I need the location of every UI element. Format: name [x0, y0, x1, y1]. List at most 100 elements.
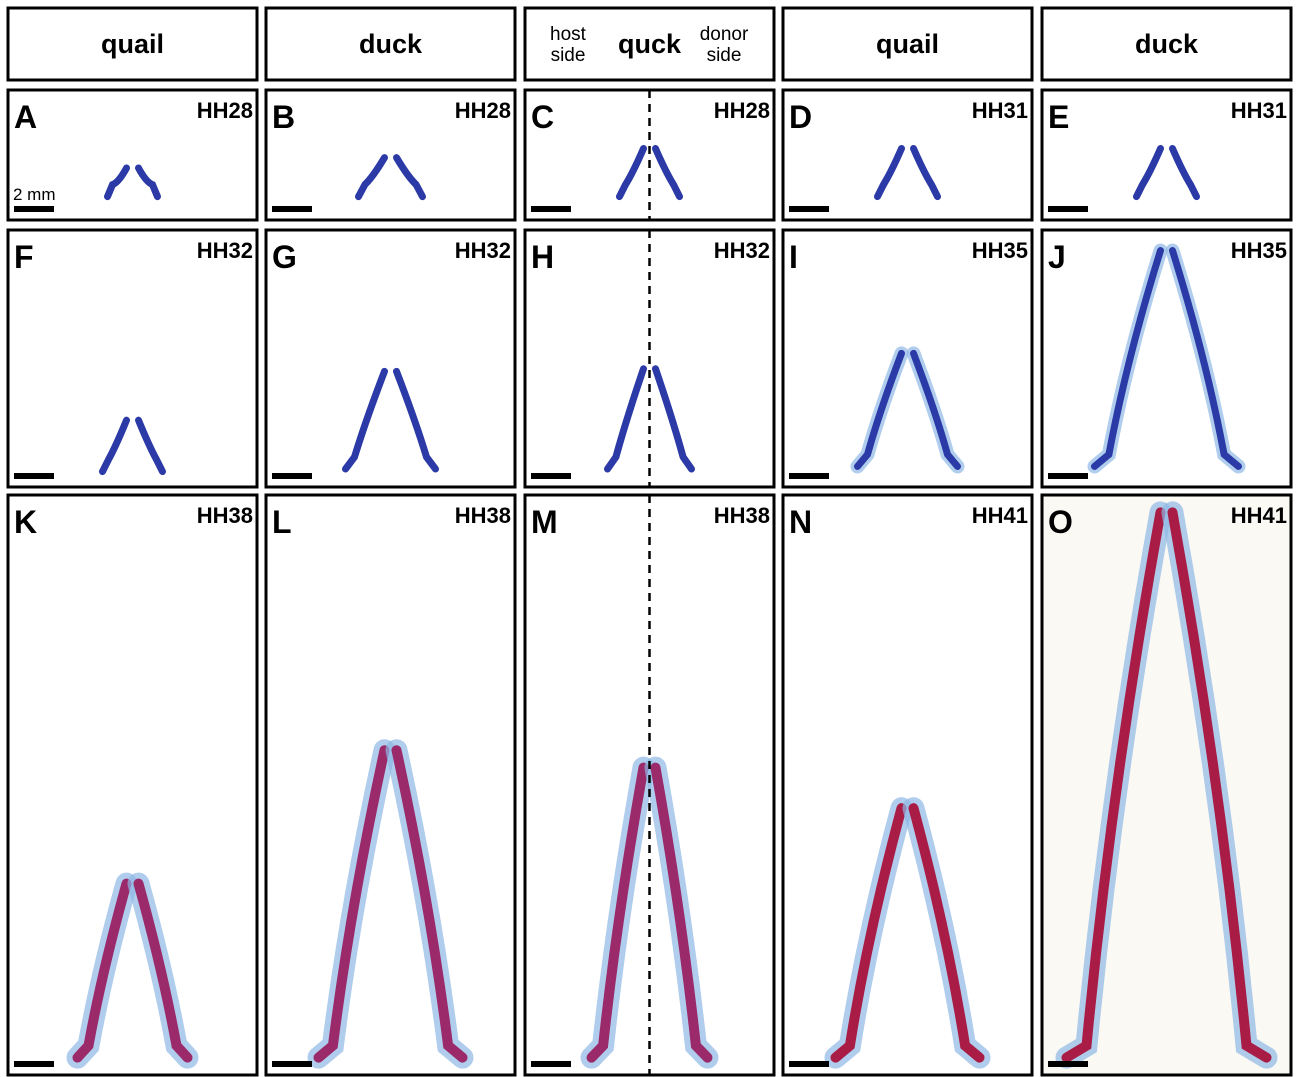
panel-stage: HH38 [197, 503, 253, 528]
panel-stage: HH32 [455, 238, 511, 263]
header-box [1040, 6, 1293, 82]
bone [135, 416, 166, 476]
header-label: quail [876, 29, 939, 59]
panel [6, 88, 259, 222]
panel [6, 493, 259, 1077]
bone [910, 145, 941, 201]
header-label: duck [1135, 29, 1199, 59]
bone [874, 145, 905, 201]
bone [650, 762, 713, 1063]
panel-stage: HH38 [455, 503, 511, 528]
header-side: host [550, 24, 587, 45]
panel-stage: HH32 [197, 238, 253, 263]
bone [854, 349, 905, 470]
bone [652, 365, 695, 473]
bone [908, 803, 985, 1063]
panel-stage: HH28 [455, 98, 511, 123]
bone [1167, 507, 1272, 1063]
header-box [264, 6, 517, 82]
bone [616, 145, 647, 201]
scale-bar [1048, 206, 1088, 212]
bone [604, 365, 647, 473]
bone [72, 878, 132, 1063]
bone [342, 367, 388, 473]
panel-letter: M [531, 504, 558, 540]
bone [830, 803, 907, 1063]
header-label: quck [618, 29, 682, 59]
panel [264, 493, 517, 1077]
bone [313, 745, 390, 1063]
panel [1040, 228, 1293, 489]
bone [1169, 145, 1200, 201]
header-side: donor [700, 24, 749, 45]
panel-letter: H [531, 239, 554, 275]
scale-bar [272, 473, 312, 479]
bone [1061, 507, 1166, 1063]
bone [1133, 145, 1164, 201]
panel-letter: F [14, 239, 34, 275]
panel-stage: HH28 [197, 98, 253, 123]
bone [135, 164, 161, 201]
header-label: quail [101, 29, 164, 59]
scale-label: 2 mm [13, 185, 56, 204]
panel [264, 88, 517, 222]
panel-stage: HH32 [714, 238, 770, 263]
scale-bar [531, 1061, 571, 1067]
bone [133, 878, 193, 1063]
panel-stage: HH38 [714, 503, 770, 528]
bone [393, 367, 439, 473]
scale-bar [14, 473, 54, 479]
scale-bar [789, 473, 829, 479]
panel-letter: K [14, 504, 37, 540]
bone [393, 154, 426, 201]
panel-letter: E [1048, 99, 1069, 135]
scale-bar [789, 206, 829, 212]
panel-letter: N [789, 504, 812, 540]
panel-letter: I [789, 239, 798, 275]
bone [586, 762, 649, 1063]
panel-stage: HH28 [714, 98, 770, 123]
scale-bar [272, 1061, 312, 1067]
panel-letter: J [1048, 239, 1066, 275]
scale-bar [1048, 1061, 1088, 1067]
header-box [781, 6, 1034, 82]
panel [1040, 493, 1293, 1077]
panel-letter: B [272, 99, 295, 135]
header-box [523, 6, 776, 82]
panel-stage: HH31 [972, 98, 1028, 123]
panel-letter: C [531, 99, 554, 135]
header-side: side [707, 45, 742, 66]
panel-stage: HH41 [972, 503, 1028, 528]
panel-stage: HH35 [1231, 238, 1287, 263]
panel-letter: O [1048, 504, 1073, 540]
bone [1169, 247, 1242, 470]
panel [264, 228, 517, 489]
bone [1091, 247, 1164, 470]
bone [910, 349, 961, 470]
bone [391, 745, 468, 1063]
scale-bar [14, 206, 54, 212]
panel-letter: L [272, 504, 292, 540]
panel-letter: G [272, 239, 297, 275]
panel-stage: HH31 [1231, 98, 1287, 123]
panel [1040, 88, 1293, 222]
bone [652, 145, 683, 201]
panel-letter: A [14, 99, 37, 135]
header-box [6, 6, 259, 82]
bone [355, 154, 388, 201]
panel [781, 228, 1034, 489]
scale-bar [1048, 473, 1088, 479]
panel [781, 88, 1034, 222]
bone [99, 416, 130, 476]
bone [104, 164, 130, 201]
panel-stage: HH35 [972, 238, 1028, 263]
scale-bar [272, 206, 312, 212]
panel-letter: D [789, 99, 812, 135]
panel-stage: HH41 [1231, 503, 1287, 528]
panel [781, 493, 1034, 1077]
header-label: duck [359, 29, 423, 59]
scale-bar [14, 1061, 54, 1067]
scale-bar [789, 1061, 829, 1067]
scale-bar [531, 206, 571, 212]
